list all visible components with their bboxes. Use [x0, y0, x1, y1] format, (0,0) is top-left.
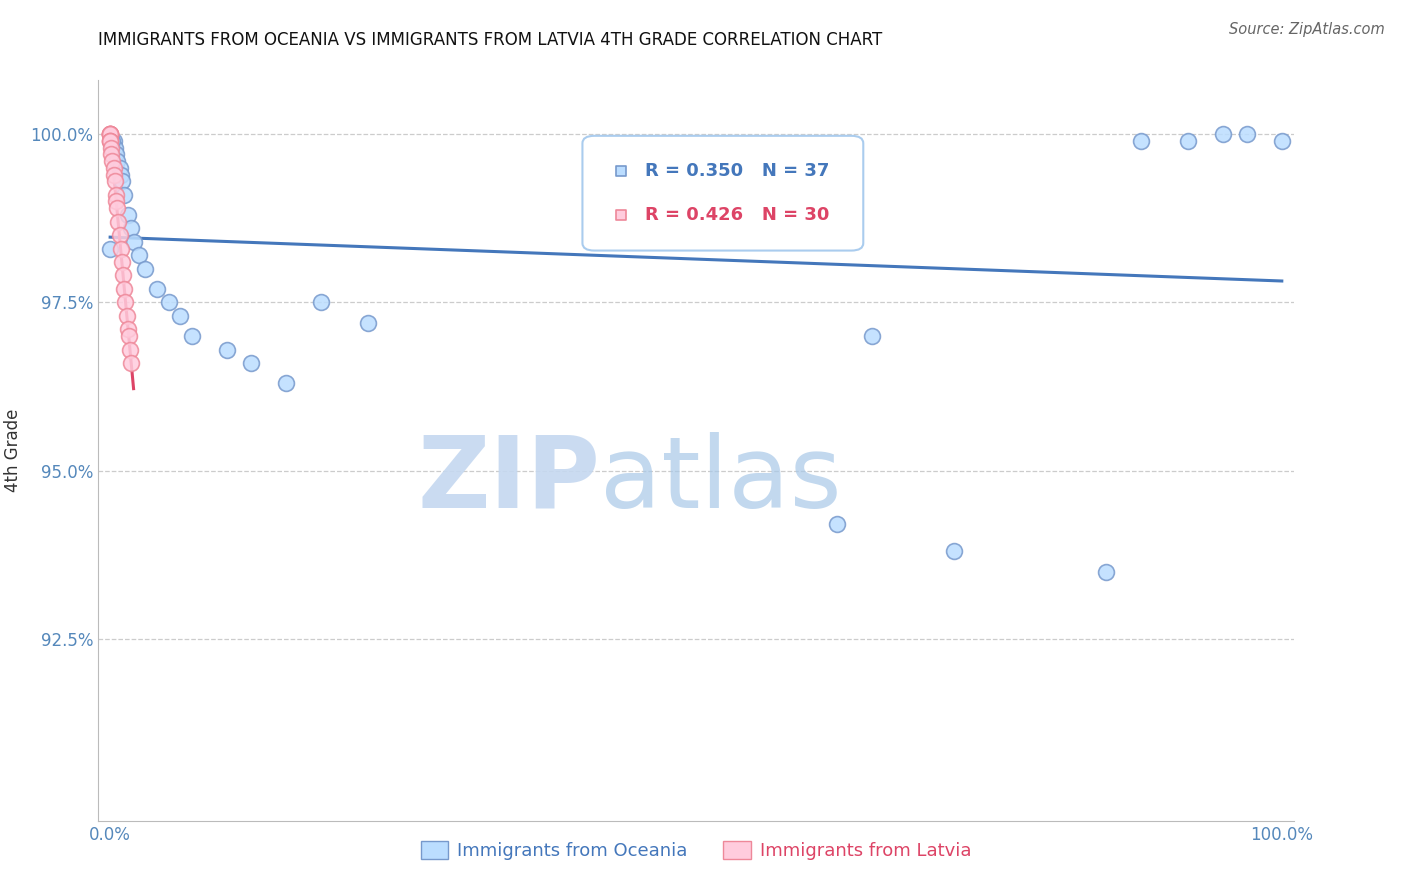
Point	[105, 201, 128, 215]
Point	[117, 208, 139, 222]
Point	[101, 134, 124, 148]
Point	[122, 235, 145, 249]
Text: R = 0.426   N = 30: R = 0.426 N = 30	[644, 206, 830, 224]
Point	[120, 221, 142, 235]
Point	[1177, 134, 1199, 148]
FancyBboxPatch shape	[582, 136, 863, 251]
Point	[104, 174, 127, 188]
Point	[105, 147, 128, 161]
Point	[103, 161, 125, 175]
Point	[120, 356, 142, 370]
Point	[110, 168, 132, 182]
Point	[134, 261, 156, 276]
Point	[942, 544, 965, 558]
Point	[239, 356, 262, 370]
Point	[98, 134, 121, 148]
Point	[111, 174, 134, 188]
Point	[309, 295, 332, 310]
Point	[108, 228, 131, 243]
Point	[105, 194, 128, 209]
Text: atlas: atlas	[600, 432, 842, 529]
Point	[181, 329, 204, 343]
Point	[111, 255, 134, 269]
Point	[114, 295, 136, 310]
Point	[103, 168, 125, 182]
Point	[98, 127, 121, 141]
Point	[103, 134, 125, 148]
Point	[98, 127, 121, 141]
Point	[157, 295, 180, 310]
Text: IMMIGRANTS FROM OCEANIA VS IMMIGRANTS FROM LATVIA 4TH GRADE CORRELATION CHART: IMMIGRANTS FROM OCEANIA VS IMMIGRANTS FR…	[98, 31, 883, 49]
Point	[98, 134, 121, 148]
Point	[112, 268, 135, 283]
Y-axis label: 4th Grade: 4th Grade	[4, 409, 22, 492]
Point	[98, 134, 121, 148]
Point	[115, 309, 138, 323]
Point	[98, 242, 121, 256]
Point	[105, 187, 128, 202]
Point	[112, 187, 135, 202]
Point	[110, 242, 132, 256]
Text: Source: ZipAtlas.com: Source: ZipAtlas.com	[1229, 22, 1385, 37]
Point	[118, 329, 141, 343]
Point	[146, 282, 169, 296]
Point	[101, 140, 124, 154]
Point	[104, 140, 127, 154]
Legend: Immigrants from Oceania, Immigrants from Latvia: Immigrants from Oceania, Immigrants from…	[413, 833, 979, 867]
Point	[860, 329, 883, 343]
Point	[120, 343, 141, 357]
Point	[98, 127, 121, 141]
Point	[685, 168, 707, 182]
Point	[357, 316, 380, 330]
Point	[105, 154, 128, 169]
Point	[169, 309, 191, 323]
Point	[1095, 565, 1118, 579]
Point	[128, 248, 150, 262]
Text: ZIP: ZIP	[418, 432, 600, 529]
Point	[217, 343, 239, 357]
Point	[100, 134, 122, 148]
Point	[107, 214, 129, 228]
Point	[112, 282, 135, 296]
Text: R = 0.350   N = 37: R = 0.350 N = 37	[644, 162, 830, 180]
Point	[825, 517, 848, 532]
Point	[98, 127, 121, 141]
Point	[1212, 127, 1234, 141]
Point	[274, 376, 297, 391]
Point	[108, 161, 131, 175]
Point	[100, 140, 122, 154]
Point	[100, 147, 122, 161]
Point	[98, 127, 121, 141]
Point	[117, 322, 139, 336]
Point	[98, 127, 121, 141]
Point	[1271, 134, 1294, 148]
Point	[744, 174, 766, 188]
Point	[101, 154, 124, 169]
Point	[1236, 127, 1258, 141]
Point	[1130, 134, 1153, 148]
